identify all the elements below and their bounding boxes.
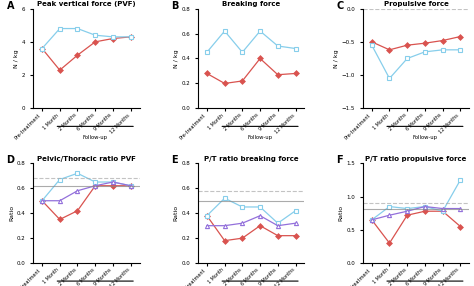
Y-axis label: Ratio: Ratio [174,205,179,221]
Text: Follow-up: Follow-up [83,135,108,140]
Title: Propulsive force: Propulsive force [383,1,448,7]
Text: C: C [337,1,344,11]
Title: P/T ratio propulsive force: P/T ratio propulsive force [365,156,467,162]
Title: Pelvic/Thoracic ratio PVF: Pelvic/Thoracic ratio PVF [37,156,136,162]
Title: Breaking force: Breaking force [222,1,280,7]
Y-axis label: N / kg: N / kg [174,49,179,68]
Text: A: A [7,1,14,11]
Y-axis label: Ratio: Ratio [339,205,344,221]
Text: F: F [337,155,343,165]
Text: Follow-up: Follow-up [412,135,438,140]
Text: B: B [172,1,179,11]
Y-axis label: N / kg: N / kg [334,49,339,68]
Text: D: D [7,155,15,165]
Text: Follow-up: Follow-up [247,135,273,140]
Title: P/T ratio breaking force: P/T ratio breaking force [204,156,299,162]
Text: E: E [172,155,178,165]
Y-axis label: Ratio: Ratio [9,205,14,221]
Y-axis label: N / kg: N / kg [14,49,19,68]
Title: Peak vertical force (PVF): Peak vertical force (PVF) [37,1,136,7]
